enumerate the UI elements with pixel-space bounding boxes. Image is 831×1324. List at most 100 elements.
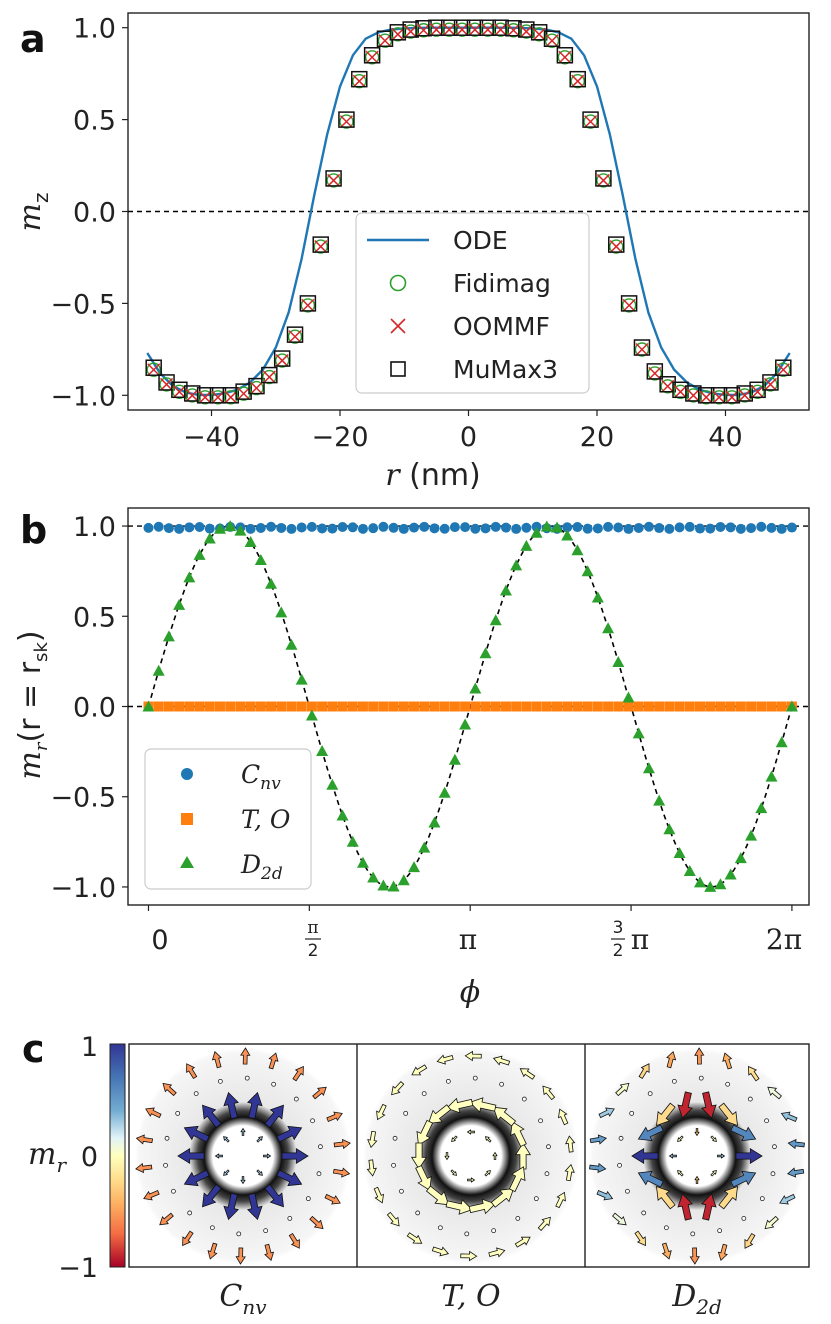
d2d-point (765, 770, 778, 782)
oommf-point (378, 34, 392, 48)
mumax-point (248, 377, 265, 395)
oommf-point (609, 240, 623, 254)
cnv-point (306, 521, 317, 532)
spin-arrow (135, 1134, 154, 1145)
d2d-point (213, 522, 226, 534)
spin-arrow (677, 1135, 684, 1143)
cnv-point (694, 523, 705, 534)
spin-dot (163, 1162, 168, 1168)
oommf-point (725, 390, 739, 404)
mumax-point (312, 236, 329, 253)
oommf-point (635, 342, 649, 357)
fidimag-point (621, 298, 637, 313)
spin-arrow (446, 1097, 474, 1114)
cnv-point (633, 522, 644, 533)
spin-dot (515, 1215, 521, 1221)
legend-d2d-marker (180, 856, 194, 868)
spin-arrow (292, 1065, 304, 1082)
spin-arrow (677, 1193, 693, 1221)
d2d-point (459, 718, 472, 730)
spin-arrow (631, 1147, 659, 1165)
to-point (735, 701, 746, 712)
panel-a-legend: ODE Fidimag OOMMF MuMax3 (355, 212, 590, 394)
spin-arrow (469, 1097, 497, 1113)
spin-dot (391, 1162, 396, 1168)
spin-arrow (661, 1242, 672, 1260)
mumax-point (325, 170, 342, 187)
legend-d2d-label: D2d (240, 850, 283, 884)
panel-label-b: b (20, 508, 47, 552)
spin-arrow (247, 1091, 263, 1120)
mumax-point (453, 19, 471, 36)
oommf-point (416, 23, 431, 37)
mumax-point (479, 19, 497, 36)
spin-arrow (612, 1212, 627, 1226)
d2d-point (173, 598, 186, 610)
d2d-point (305, 709, 318, 721)
to-point (480, 701, 491, 712)
to-point (633, 701, 644, 712)
spin-arrow (416, 1119, 434, 1146)
to-point (327, 701, 338, 712)
spin-dot (741, 1215, 747, 1221)
oommf-point (275, 354, 289, 368)
d2d-point (622, 691, 635, 703)
spin-arrow (309, 1215, 324, 1230)
to-point (368, 701, 379, 712)
spin-arrow (240, 1127, 246, 1136)
d2d-point (704, 880, 717, 892)
spin-arrow (537, 1216, 551, 1231)
spin-arrow (718, 1102, 738, 1127)
spin-arrow (767, 1086, 782, 1100)
svg-text:2: 2 (308, 941, 319, 961)
spin-arrow (431, 1246, 450, 1257)
d2d-point (142, 700, 155, 712)
d2d-point (642, 762, 655, 774)
to-point (286, 701, 297, 712)
oommf-point (314, 240, 328, 254)
spin-arrow (730, 1124, 757, 1142)
spin-dot (546, 1144, 551, 1150)
oommf-point (237, 387, 251, 401)
spin-arrow (183, 1169, 210, 1187)
spin-dot (244, 1075, 250, 1081)
legend-fidimag-label: Fidimag (453, 269, 551, 298)
legend-to-marker (181, 813, 193, 825)
spin-dot (437, 1225, 443, 1231)
spin-arrow (677, 1091, 693, 1119)
to-point (766, 701, 777, 712)
spin-arrow (207, 1242, 218, 1260)
oommf-point (661, 379, 675, 393)
spin-arrow (427, 1104, 452, 1124)
legend-oommf-label: OOMMF (453, 312, 550, 341)
spin-arrow (256, 1169, 263, 1176)
d2d-point (755, 802, 768, 814)
spin-arrow (143, 1189, 160, 1201)
spin-dot (521, 1096, 527, 1102)
spin-arrow (596, 1189, 614, 1201)
to-point (255, 701, 266, 712)
cnv-point (511, 523, 522, 534)
panel-b-ytick-label: −1.0 (50, 873, 116, 904)
spin-arrow (264, 1104, 284, 1129)
spin-arrow (468, 1198, 496, 1215)
panel-c-maps: Cnv T, O D2d (128, 1043, 810, 1319)
spin-dot (647, 1091, 653, 1097)
svg-text:π: π (631, 923, 649, 956)
oommf-point (339, 115, 353, 129)
cnv-point (735, 523, 746, 534)
cnv-point (419, 521, 430, 532)
to-point (756, 701, 767, 712)
oommf-point (532, 27, 546, 41)
oommf-point (738, 388, 752, 402)
spin-arrow (135, 1162, 153, 1174)
spin-arrow (367, 1130, 378, 1149)
fidimag-point (300, 298, 316, 313)
d2d-point (489, 614, 502, 626)
spin-arrow (510, 1121, 527, 1148)
spin-dot (305, 1196, 311, 1202)
d2d-point (612, 655, 625, 667)
spin-dot (263, 1228, 269, 1234)
to-point (357, 701, 368, 712)
cnv-point (664, 523, 675, 534)
